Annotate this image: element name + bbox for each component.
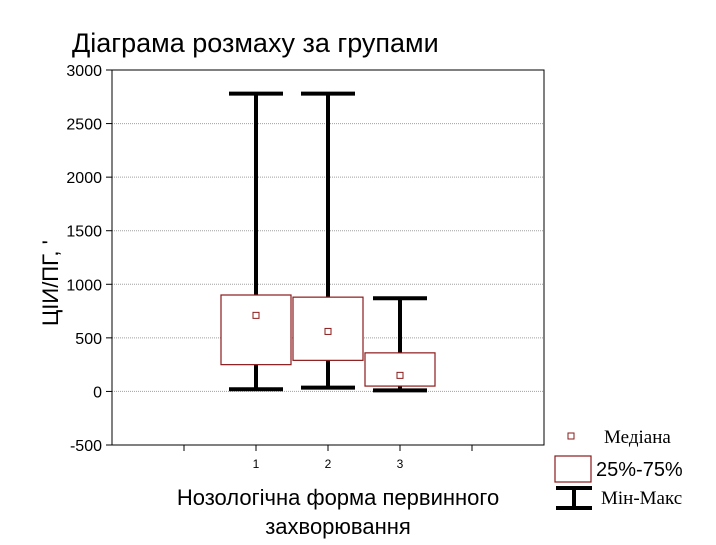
x-axis-ticks: 1 2 3: [183, 445, 473, 471]
x-tick-label: 3: [397, 457, 404, 471]
legend-box-swatch: [554, 455, 592, 483]
median-marker: [324, 327, 332, 335]
legend-range-label: Мін-Макс: [601, 488, 682, 509]
iqr-box: [220, 294, 292, 366]
chart-title: Діаграма розмаху за групами: [72, 28, 439, 58]
box-group-3: [364, 296, 436, 393]
legend-median-marker: [567, 432, 575, 440]
y-tick-label: 1000: [66, 277, 102, 294]
x-axis-label-line-2: захворювання: [265, 514, 411, 539]
box-group-1: [220, 91, 292, 392]
x-tick-label: 1: [253, 457, 260, 471]
y-tick-label: 0: [93, 384, 102, 401]
box-group-2: [292, 91, 364, 390]
y-tick-label: -500: [70, 438, 102, 455]
median-marker: [252, 311, 260, 319]
median-marker: [396, 371, 404, 379]
legend-median-label: Медіана: [604, 427, 671, 448]
legend: Медіана 25%-75% Мін-Макс: [554, 427, 683, 510]
y-axis-ticks: -500 0 500 1000 1500 2000 2500 3000: [66, 63, 112, 455]
box-series: [220, 91, 436, 393]
legend-box-label: 25%-75%: [596, 459, 683, 481]
iqr-box: [364, 352, 436, 387]
y-tick-label: 2500: [66, 117, 102, 134]
y-tick-label: 1500: [66, 224, 102, 241]
x-axis-label-line-1: Нозологічна форма первинного: [177, 485, 499, 510]
y-tick-label: 500: [75, 331, 102, 348]
y-tick-label: 3000: [66, 63, 102, 80]
y-axis-label: ЦІИ/ПГ, ': [38, 240, 63, 326]
y-tick-label: 2000: [66, 170, 102, 187]
x-tick-label: 2: [325, 457, 332, 471]
